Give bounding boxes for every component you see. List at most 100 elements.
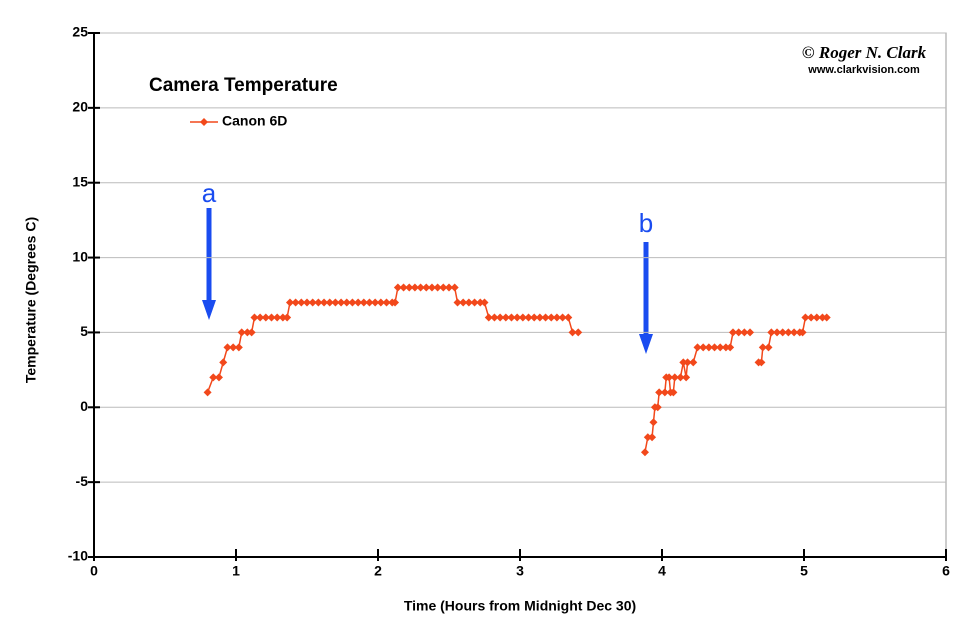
point [325, 298, 334, 307]
point [445, 283, 453, 292]
annotation-arrowhead [639, 334, 653, 354]
point [552, 313, 561, 322]
point [669, 388, 678, 397]
point [267, 313, 276, 322]
annotation: a [202, 178, 217, 208]
point [704, 343, 713, 352]
point [371, 298, 380, 307]
y-axis-label: Temperature (Degrees C) [23, 217, 39, 383]
point [655, 388, 664, 397]
point [439, 283, 448, 292]
point [643, 433, 652, 442]
x-tick-label: 3 [516, 563, 524, 579]
point [574, 328, 583, 337]
point [348, 298, 357, 307]
point [234, 343, 243, 352]
point [219, 358, 228, 367]
point [693, 343, 702, 352]
point [484, 313, 493, 322]
x-tick-label: 2 [374, 563, 382, 579]
point [764, 343, 773, 352]
point [660, 388, 669, 397]
point [784, 328, 793, 337]
point [818, 313, 827, 322]
point [261, 313, 270, 322]
point [524, 313, 533, 322]
point [683, 358, 692, 367]
point [209, 373, 218, 382]
point [679, 358, 688, 367]
point [365, 298, 374, 307]
point [513, 313, 522, 322]
point [518, 313, 527, 322]
point [416, 283, 425, 292]
point [297, 298, 306, 307]
point [427, 283, 436, 292]
point [331, 298, 340, 307]
point [746, 328, 755, 337]
point [640, 448, 649, 457]
point [243, 328, 252, 337]
point [376, 298, 385, 307]
point [558, 313, 567, 322]
point [721, 343, 730, 352]
point [359, 298, 368, 307]
point [807, 313, 816, 322]
y-tick-label: 25 [72, 24, 88, 40]
point [450, 283, 459, 292]
point [726, 343, 735, 352]
point [223, 343, 232, 352]
point [496, 313, 505, 322]
point [247, 328, 256, 337]
point [648, 433, 657, 442]
point [689, 358, 698, 367]
point [480, 298, 489, 307]
point [422, 283, 431, 292]
point [314, 298, 323, 307]
x-tick-label: 0 [90, 563, 98, 579]
point [354, 298, 363, 307]
point [433, 283, 442, 292]
point [682, 373, 691, 382]
credit: © Roger N. Clark [802, 43, 927, 62]
point [410, 283, 419, 292]
x-tick-label: 1 [232, 563, 240, 579]
point [237, 328, 246, 337]
point [699, 343, 708, 352]
point [530, 313, 539, 322]
point [501, 313, 510, 322]
chart-title: Camera Temperature [149, 75, 338, 96]
plot-frame [93, 32, 947, 558]
y-tick-label: 15 [72, 173, 88, 189]
point [393, 283, 402, 292]
point [490, 313, 499, 322]
point [740, 328, 749, 337]
point [773, 328, 782, 337]
x-tick-label: 5 [800, 563, 808, 579]
point [665, 373, 674, 382]
annotation-arrowhead [202, 300, 216, 320]
annotation: b [639, 208, 653, 238]
point [812, 313, 821, 322]
point [716, 343, 725, 352]
y-tick-label: 0 [80, 398, 88, 414]
point [320, 298, 329, 307]
point [399, 283, 408, 292]
point [337, 298, 346, 307]
point [214, 373, 223, 382]
point [676, 373, 685, 382]
point [778, 328, 787, 337]
point [535, 313, 544, 322]
point [278, 313, 287, 322]
point [405, 283, 414, 292]
point [391, 298, 400, 307]
point [303, 298, 311, 307]
point [285, 298, 294, 307]
point [464, 298, 473, 307]
y-tick-label: -10 [68, 548, 88, 564]
x-tick-label: 6 [942, 563, 950, 579]
point [564, 313, 573, 322]
point [822, 313, 831, 322]
legend-marker [200, 118, 208, 126]
